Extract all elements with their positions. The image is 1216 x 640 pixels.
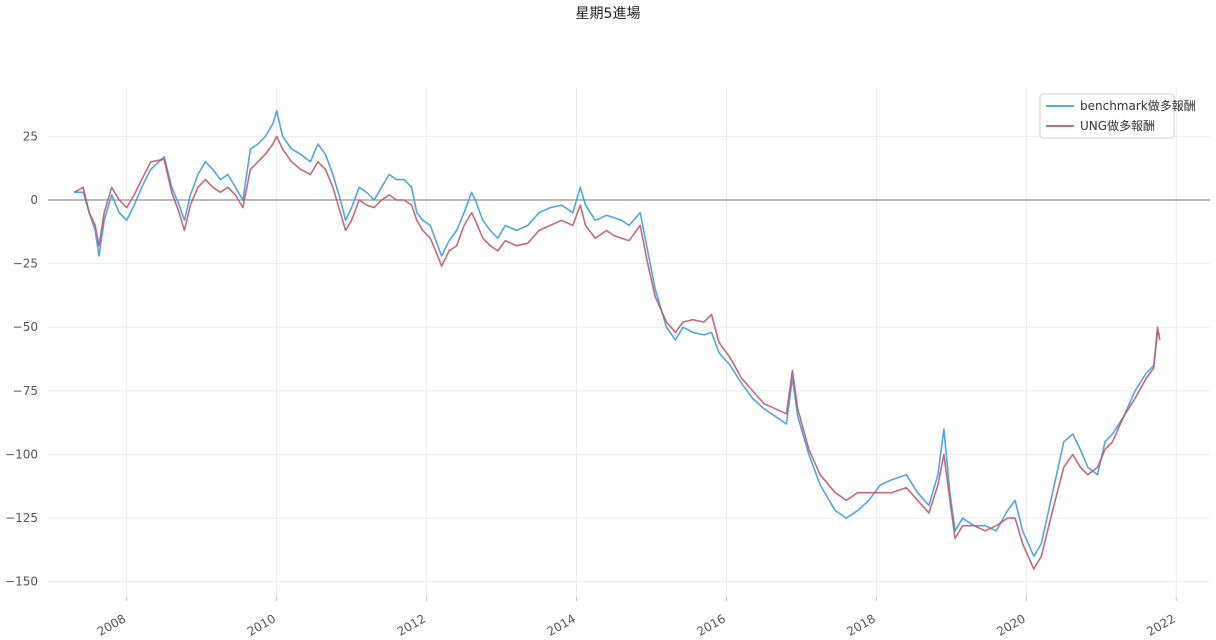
y-tick-label: −75 [13,384,38,398]
legend-box [1039,93,1175,139]
x-tick-label: 2010 [245,611,278,638]
grid [48,88,1210,597]
series-line-0 [74,110,1161,558]
series-line-1 [73,135,1161,570]
x-tick-label: 2016 [695,611,728,638]
x-tick-label: 2022 [1144,611,1177,638]
legend-label-0: benchmark做多報酬 [1080,98,1196,113]
y-tick-label: 25 [23,129,38,143]
x-tick-label: 2014 [545,611,578,638]
legend-label-1: UNG做多報酬 [1080,118,1155,133]
y-tick-label: 0 [30,193,38,207]
x-axis: 2008 2010 2012 2014 2016 2018 2020 2022 [95,597,1178,639]
y-axis: 25 0 −25 −50 −75 −100 −125 −150 [5,129,38,588]
x-tick-label: 2008 [95,611,128,638]
x-tick-label: 2020 [994,611,1027,638]
y-tick-label: −125 [5,511,38,525]
x-tick-label: 2018 [844,611,877,638]
y-tick-label: −50 [13,320,38,334]
y-tick-label: −150 [5,575,38,589]
y-tick-label: −100 [5,447,38,461]
y-tick-label: −25 [13,257,38,271]
series-lines [73,110,1161,570]
legend: benchmark做多報酬 UNG做多報酬 [1039,93,1196,139]
chart-title: 星期5進場 [576,6,641,22]
x-tick-label: 2012 [395,611,428,638]
